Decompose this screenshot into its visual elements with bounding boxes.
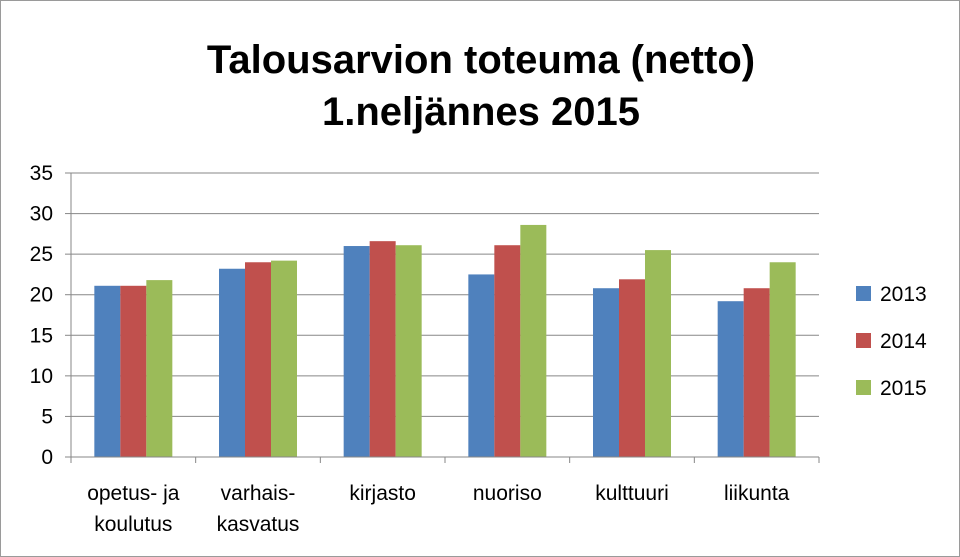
- y-tick-label: 15: [30, 324, 53, 347]
- x-category-label: varhais-: [221, 482, 296, 505]
- x-category-label: kasvatus: [217, 513, 300, 536]
- gridlines: [71, 172, 819, 417]
- x-category-label: kirjasto: [349, 482, 416, 505]
- x-category-label: kulttuuri: [595, 482, 669, 505]
- chart-title-line-2: 1.neljännes 2015: [322, 90, 640, 134]
- bar-2013-1: [219, 268, 245, 457]
- y-tick-label: 0: [41, 446, 53, 469]
- legend-label-2014: 2014: [880, 330, 927, 353]
- legend-swatch-2013: [856, 286, 871, 301]
- bar-2013-0: [94, 285, 121, 457]
- legend: 2013 2014 2015: [856, 283, 927, 400]
- bar-2015-4: [645, 250, 671, 457]
- legend-swatch-2014: [856, 333, 871, 348]
- chart-title-line-1: Talousarvion toteuma (netto): [207, 38, 755, 82]
- legend-label-2013: 2013: [880, 283, 927, 306]
- bar-2015-5: [769, 262, 796, 457]
- x-category-label: koulutus: [94, 513, 172, 536]
- legend-swatch-2015: [856, 380, 871, 395]
- bar-2014-5: [743, 288, 770, 457]
- bar-2014-1: [245, 262, 271, 457]
- x-category-label: liikunta: [724, 482, 790, 505]
- bar-2014-3: [494, 245, 521, 457]
- bar-2015-0: [146, 280, 173, 457]
- bar-2015-1: [271, 260, 297, 457]
- y-tick-label: 35: [30, 162, 53, 185]
- legend-label-2015: 2015: [880, 377, 927, 400]
- y-tick-label: 20: [30, 284, 53, 307]
- bar-2014-0: [120, 285, 147, 457]
- bar-2014-4: [619, 279, 645, 457]
- y-tick-label: 10: [30, 365, 53, 388]
- x-axis: opetus- ja koulutus varhais-kasvatus kirjas…: [70, 456, 820, 536]
- y-tick-label: 30: [30, 203, 53, 226]
- y-tick-label: 25: [30, 243, 53, 266]
- bar-2015-3: [520, 224, 547, 457]
- bars: [94, 224, 796, 457]
- bar-2013-3: [468, 274, 495, 457]
- y-tick-label: 5: [41, 405, 53, 428]
- chart-title: Talousarvion toteuma (netto) 1.neljännes…: [207, 38, 755, 134]
- bar-2013-2: [343, 246, 370, 457]
- x-category-label: opetus- ja: [87, 482, 180, 505]
- bar-2014-2: [369, 241, 396, 457]
- bar-2015-2: [395, 245, 422, 457]
- y-axis: 0 5 10 15 20 25 30 35: [30, 162, 72, 469]
- bar-2013-4: [593, 288, 619, 457]
- bar-2013-5: [717, 301, 744, 457]
- x-category-label: nuoriso: [473, 482, 542, 505]
